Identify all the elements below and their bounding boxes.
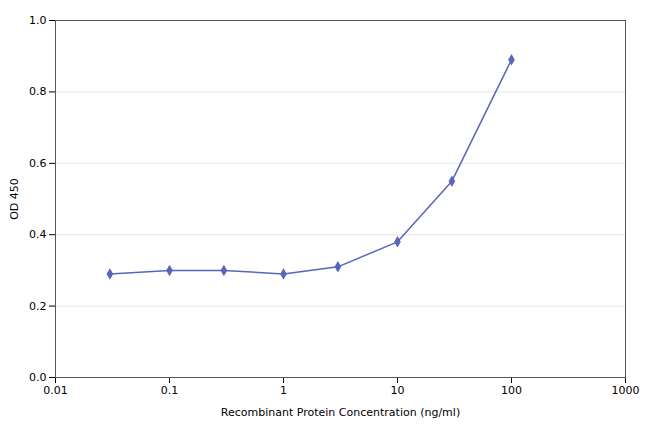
svg-text:0.1: 0.1 <box>161 384 179 397</box>
svg-text:1: 1 <box>280 384 287 397</box>
svg-text:OD 450: OD 450 <box>8 178 21 220</box>
svg-text:0.4: 0.4 <box>29 228 47 241</box>
svg-text:10: 10 <box>391 384 405 397</box>
svg-text:0.2: 0.2 <box>29 300 47 313</box>
svg-text:0.01: 0.01 <box>43 384 68 397</box>
svg-text:0.6: 0.6 <box>29 157 47 170</box>
svg-text:0.8: 0.8 <box>29 85 47 98</box>
svg-text:1.0: 1.0 <box>29 14 47 27</box>
svg-text:0.0: 0.0 <box>29 371 47 384</box>
svg-text:Recombinant Protein Concentrat: Recombinant Protein Concentration (ng/ml… <box>221 406 460 419</box>
svg-text:1000: 1000 <box>612 384 640 397</box>
svg-text:100: 100 <box>501 384 522 397</box>
